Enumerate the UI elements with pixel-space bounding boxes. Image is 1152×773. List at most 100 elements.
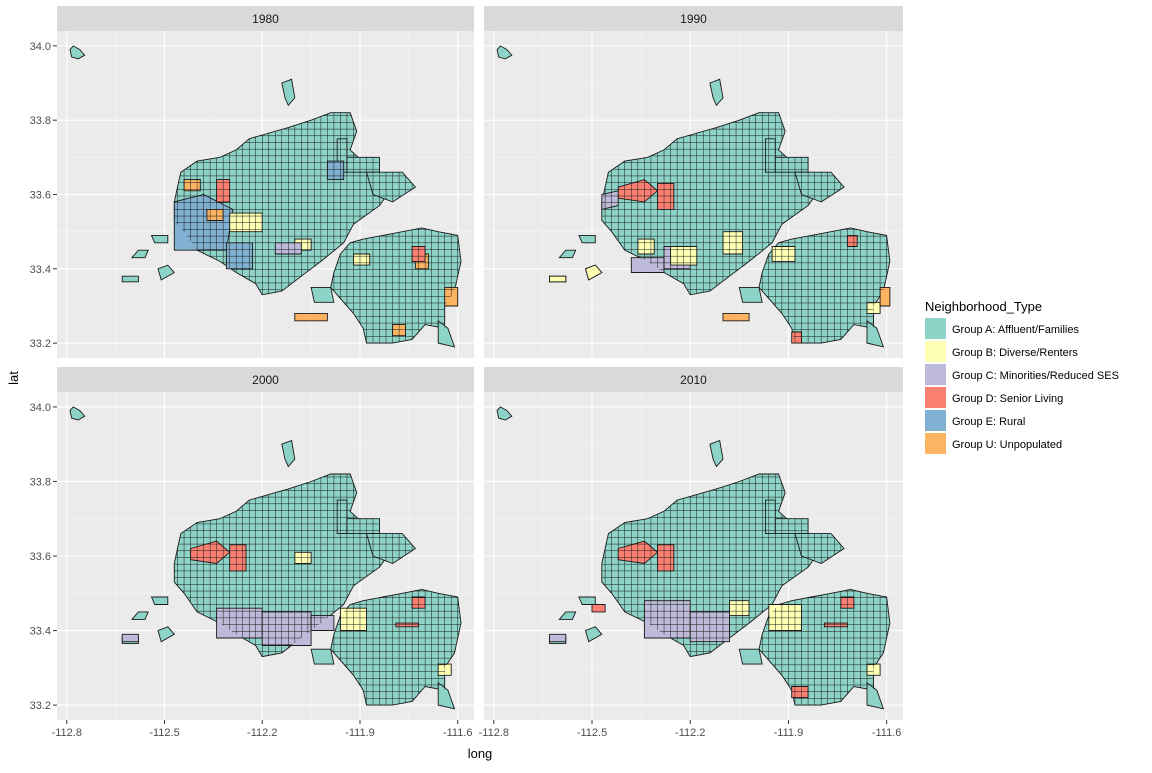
tract-polygon-group-b — [584, 264, 603, 281]
tract-polygon — [69, 406, 86, 421]
legend-item: Group E: Rural — [925, 410, 1025, 431]
tract-polygon-group-d — [229, 544, 247, 572]
tract-polygon — [130, 249, 149, 259]
tract-polygon-group-u — [879, 286, 891, 307]
tract-polygon — [774, 518, 809, 535]
legend-label: Group B: Diverse/Renters — [952, 347, 1078, 359]
legend-title: Neighborhood_Type — [925, 299, 1042, 314]
legend-label: Group A: Affluent/Families — [952, 324, 1079, 336]
tract-polygon — [794, 533, 845, 565]
tract-polygon — [69, 45, 86, 60]
tract-polygon-group-c — [549, 633, 567, 643]
tract-polygon-group-e — [326, 160, 345, 181]
legend-item: Group A: Affluent/Families — [925, 318, 1079, 339]
y-tick-label: 33.4 — [30, 264, 51, 276]
tract-polygon — [310, 648, 335, 665]
facet-strip — [57, 6, 474, 31]
tract-polygon — [558, 249, 577, 259]
legend-item: Group D: Senior Living — [925, 387, 1063, 408]
tract-polygon — [281, 439, 296, 468]
facet-label: 1990 — [680, 12, 707, 26]
x-tick-label: -111.6 — [872, 727, 902, 739]
facet-strip — [484, 367, 903, 392]
facet-panels: 1980 1990 2000 2010 — [57, 6, 903, 720]
tract-polygon-group-c — [643, 600, 691, 639]
legend-label: Group U: Unpopulated — [952, 439, 1062, 451]
facet-label: 1980 — [252, 12, 279, 26]
tract-polygon-group-c — [216, 607, 263, 639]
facet-label: 2000 — [252, 373, 279, 387]
tract-polygon-group-d — [791, 686, 809, 699]
legend-swatch — [925, 318, 946, 339]
x-tick-label: -112.5 — [149, 727, 179, 739]
tract-polygon — [578, 596, 596, 605]
tract-polygon — [130, 611, 149, 620]
x-axis-title: long — [468, 746, 493, 761]
tract-polygon-group-u — [722, 312, 750, 322]
legend-item: Group U: Unpopulated — [925, 433, 1062, 454]
legend-swatch — [925, 433, 946, 454]
facet-panel-1990: 1990 — [484, 6, 903, 358]
tract-polygon — [709, 439, 724, 468]
tract-polygon-group-b — [729, 600, 750, 617]
facet-panel-2010: 2010 — [484, 367, 903, 720]
tract-polygon-group-c — [310, 615, 335, 631]
tract-polygon-group-e — [225, 242, 253, 270]
tract-polygon — [738, 286, 763, 303]
tract-polygon — [774, 156, 809, 173]
legend-swatch — [925, 410, 946, 431]
tract-polygon-group-u — [294, 312, 328, 322]
tract-polygon — [584, 626, 603, 643]
tract-polygon-group-b — [353, 253, 371, 266]
tract-polygon — [496, 45, 513, 60]
x-tick-label: -111.6 — [443, 727, 473, 739]
y-tick-label: 33.8 — [30, 476, 51, 488]
tract-polygon-group-c — [261, 611, 312, 646]
legend-swatch — [925, 387, 946, 408]
x-tick-label: -112.5 — [577, 727, 607, 739]
y-tick-label: 33.6 — [30, 551, 51, 563]
tract-polygon — [738, 648, 763, 665]
x-tick-label: -112.8 — [479, 727, 509, 739]
tract-polygon-group-d — [657, 182, 675, 210]
y-tick-label: 33.4 — [30, 626, 51, 638]
y-tick-label: 33.8 — [30, 115, 51, 127]
tract-polygon-group-c — [121, 633, 139, 643]
tract-polygon — [346, 156, 380, 173]
tract-polygon-group-u — [206, 208, 224, 221]
tract-polygon-group-c — [630, 257, 665, 273]
tract-polygon-group-c — [601, 190, 619, 210]
tract-polygon-group-b — [768, 604, 802, 631]
tract-polygon — [866, 319, 885, 348]
tract-polygon-group-b — [294, 551, 312, 564]
tract-polygon — [346, 518, 380, 535]
tract-polygon — [794, 171, 845, 203]
legend-item: Group C: Minorities/Reduced SES — [925, 364, 1119, 385]
tract-polygon — [496, 406, 513, 421]
tract-polygon — [157, 264, 176, 281]
tract-polygon — [121, 275, 139, 283]
y-tick-label: 34.0 — [30, 41, 51, 53]
facet-strip — [484, 6, 903, 31]
tract-polygon-group-d — [846, 234, 858, 247]
y-tick-label: 34.0 — [30, 402, 51, 414]
facet-panel-1980: 1980 — [57, 6, 474, 358]
tract-polygon — [578, 234, 596, 244]
legend-label: Group E: Rural — [952, 416, 1025, 428]
tract-polygon — [365, 533, 417, 565]
axes: 33.2 33.4 33.6 33.8 34.0 33.2 33.4 33.6 33.8 34.0… — [6, 41, 901, 761]
tract-polygon — [709, 78, 724, 107]
tract-polygon — [157, 626, 176, 643]
legend-label: Group D: Senior Living — [952, 393, 1063, 405]
tract-polygon-group-b — [549, 275, 567, 283]
legend-item: Group B: Diverse/Renters — [925, 341, 1078, 362]
legend-swatch — [925, 341, 946, 362]
tract-polygon — [765, 138, 776, 173]
tract-polygon-group-d — [791, 331, 802, 344]
tract-polygon — [281, 78, 296, 107]
legend: Neighborhood_Type Group A: Affluent/Famil… — [925, 299, 1119, 454]
tract-polygon-group-b — [637, 238, 655, 255]
tract-polygon — [150, 234, 169, 244]
facet-panel-2000: 2000 — [57, 367, 474, 720]
